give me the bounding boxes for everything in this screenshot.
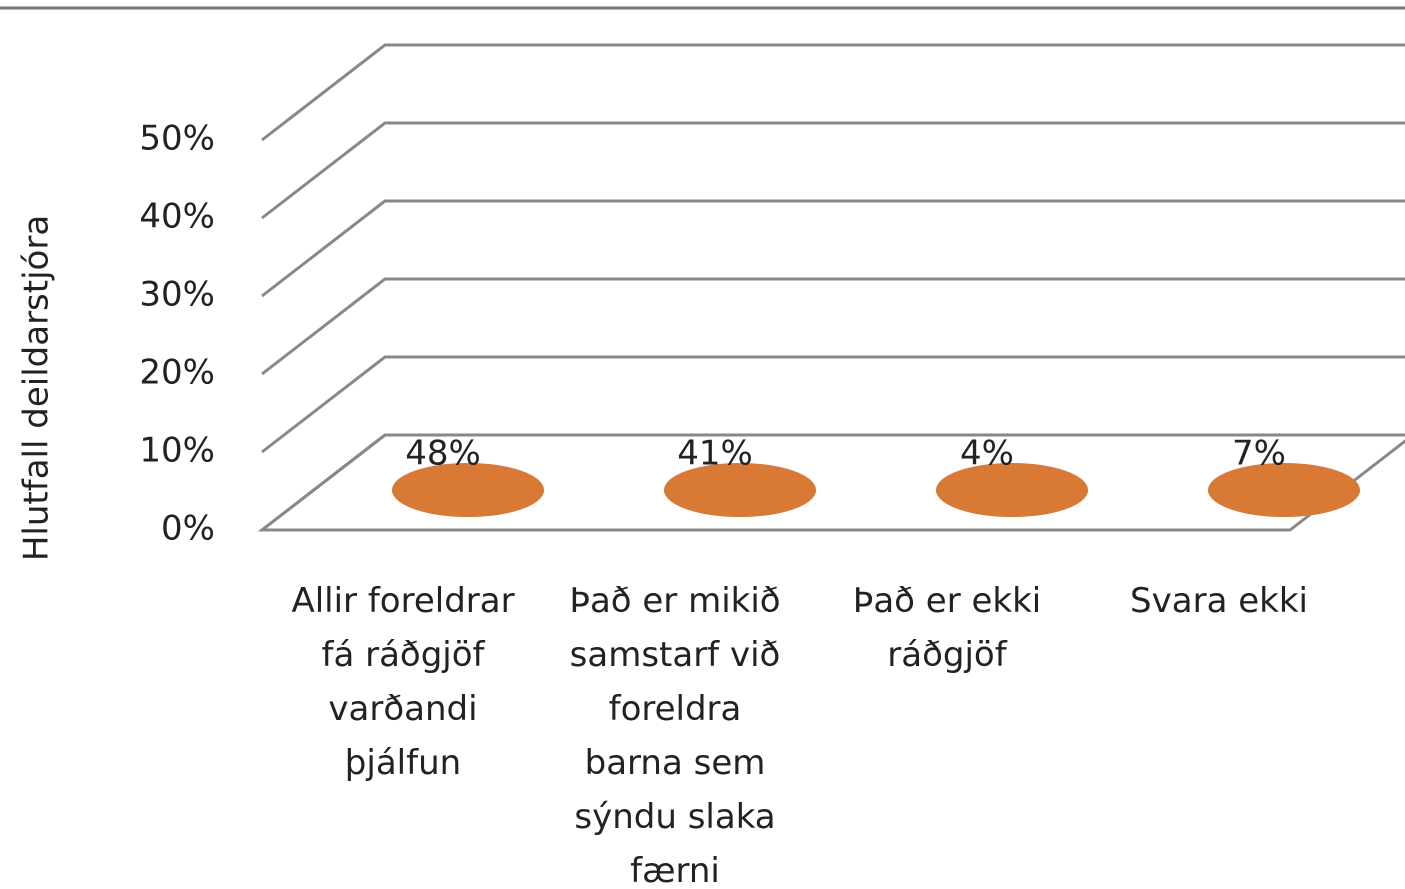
y-axis-label: Hlutfall deildarstjóra	[17, 215, 57, 561]
bar-top	[1208, 463, 1360, 517]
x-tick-label: Það er mikið samstarf við foreldra barna…	[569, 581, 781, 889]
grid-line	[261, 277, 1405, 376]
grid-line	[261, 355, 1405, 454]
bar-top	[392, 463, 544, 517]
value-label: 7%	[1232, 434, 1286, 474]
grid-line	[261, 199, 1405, 298]
value-label: 48%	[405, 434, 481, 474]
bar	[1208, 463, 1360, 517]
y-tick-label: 40%	[139, 197, 215, 237]
grid-line	[261, 43, 1405, 142]
x-tick-label: Svara ekki	[1130, 581, 1308, 621]
y-tick-label: 20%	[139, 353, 215, 393]
value-label: 41%	[677, 434, 753, 474]
x-tick-label: Það er ekki ráðgjöf	[852, 581, 1042, 675]
grid-line	[261, 433, 1405, 532]
bar	[664, 463, 816, 517]
bar	[392, 463, 544, 517]
y-tick-label: 30%	[139, 275, 215, 315]
y-tick-label: 10%	[139, 431, 215, 471]
value-label: 4%	[960, 434, 1014, 474]
x-tick-label: Allir foreldrar fá ráðgjöf varðandi þjál…	[291, 581, 515, 783]
bar-top	[936, 463, 1088, 517]
grid-line	[261, 121, 1405, 220]
y-tick-label: 50%	[139, 119, 215, 159]
bar-top	[664, 463, 816, 517]
y-tick-label: 0%	[161, 509, 215, 549]
bar	[936, 463, 1088, 517]
